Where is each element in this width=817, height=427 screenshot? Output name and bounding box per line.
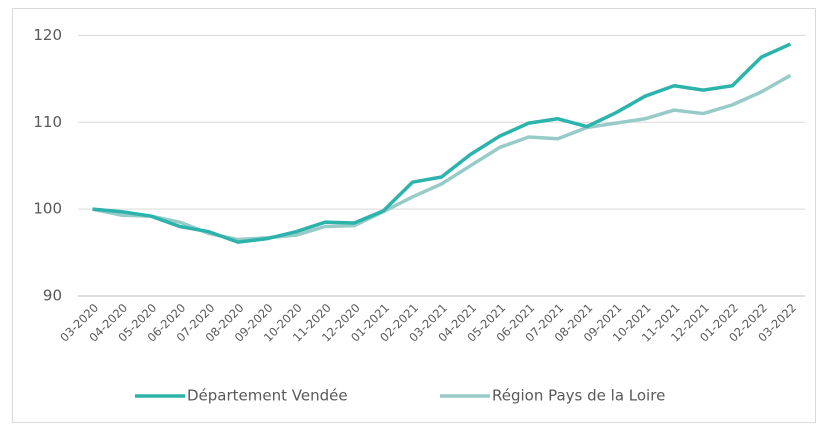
y-tick-label: 100 [33,200,62,218]
line-series [92,42,792,244]
y-tick-label: 120 [33,26,62,44]
legend-label: Région Pays de la Loire [492,387,665,405]
legend-label: Département Vendée [187,387,348,405]
y-tick-label: 110 [33,113,62,131]
line-series [92,73,792,242]
y-tick-label: 90 [43,287,62,305]
